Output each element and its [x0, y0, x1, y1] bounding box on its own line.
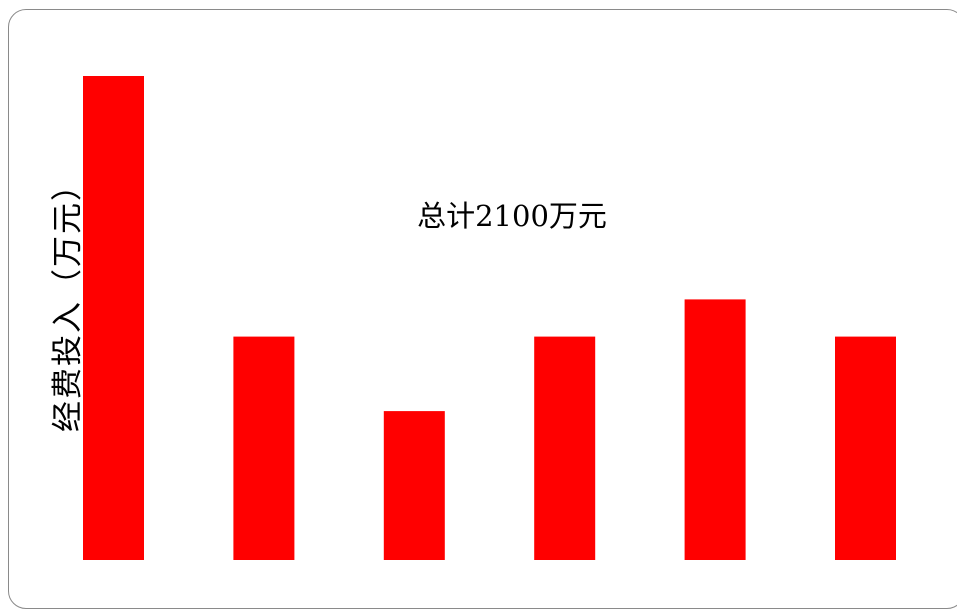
bar-5	[684, 299, 746, 560]
total-annotation: 总计2100万元	[417, 199, 607, 233]
bar-2	[233, 336, 295, 560]
bar-chart: 经费投入（万元） 总计2100万元	[50, 76, 896, 560]
bar-6	[835, 336, 896, 560]
bar-3	[383, 411, 445, 560]
bars-group	[83, 76, 896, 560]
bar-4	[534, 336, 596, 560]
chart-frame	[8, 9, 957, 609]
bar-1	[83, 76, 144, 560]
y-axis-label: 经费投入（万元）	[50, 168, 86, 432]
